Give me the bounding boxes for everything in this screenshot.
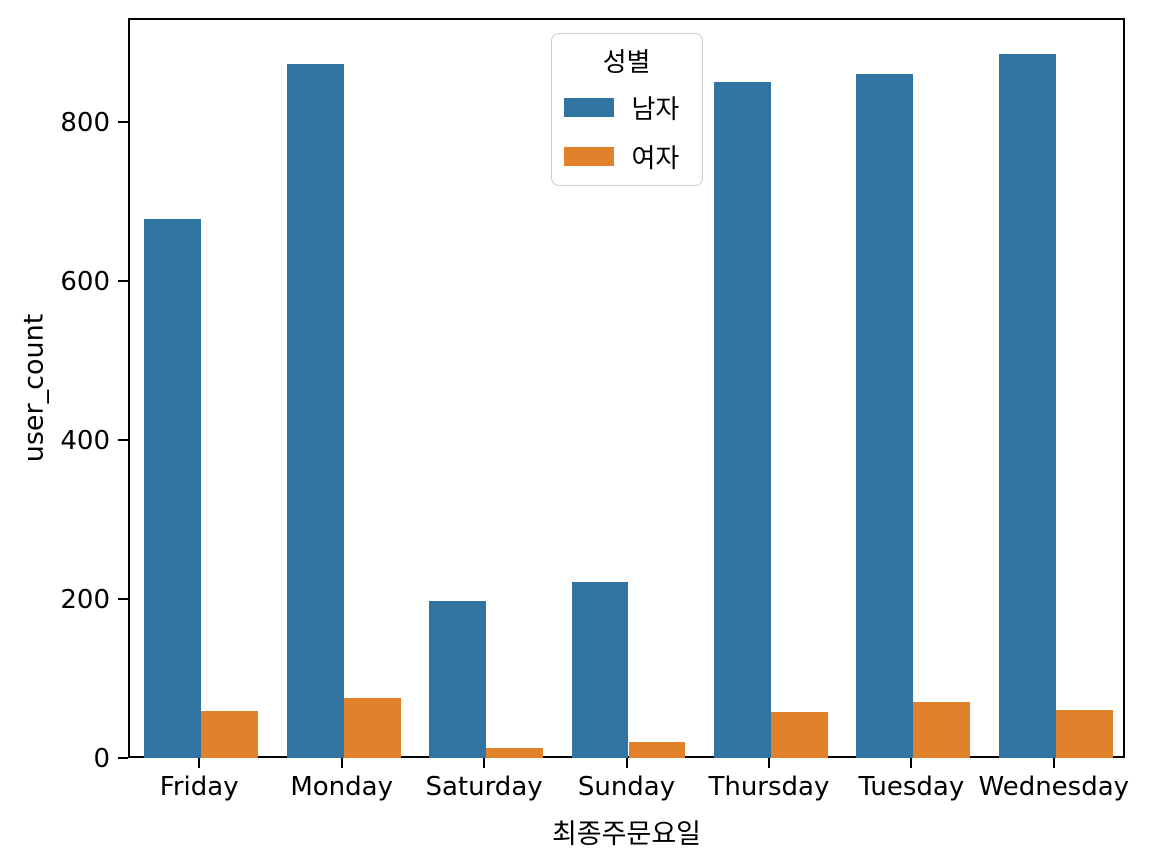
x-tick-mark: [625, 758, 628, 768]
bar-sunday-남자: [571, 581, 629, 758]
legend-title: 성별: [602, 48, 651, 78]
x-tick-mark: [340, 758, 343, 768]
bar-saturday-여자: [486, 747, 544, 758]
y-tick-mark: [118, 121, 128, 124]
x-tick-label-thursday: Thursday: [708, 772, 830, 802]
bar-monday-여자: [343, 698, 401, 758]
y-tick-label: 400: [60, 426, 110, 457]
x-axis-title: 최종주문요일: [551, 819, 702, 850]
x-tick-label-wednesday: Wednesday: [978, 772, 1130, 802]
bar-friday-남자: [144, 219, 202, 758]
x-tick-mark: [767, 758, 770, 768]
y-tick-label: 0: [93, 744, 110, 774]
bar-thursday-여자: [770, 711, 828, 758]
bar-tuesday-남자: [856, 73, 914, 758]
y-tick-label: 600: [60, 267, 110, 298]
legend-entry-남자: 남자: [563, 89, 690, 126]
bar-tuesday-여자: [913, 702, 971, 758]
bar-wednesday-여자: [1055, 709, 1113, 758]
x-tick-mark: [1052, 758, 1055, 768]
legend-swatch-icon: [563, 98, 614, 117]
bar-monday-남자: [286, 64, 344, 758]
x-tick-mark: [198, 758, 201, 768]
x-tick-label-monday: Monday: [290, 772, 393, 802]
y-tick-label: 800: [60, 108, 110, 139]
x-tick-mark: [483, 758, 486, 768]
x-tick-label-sunday: Sunday: [577, 772, 676, 802]
y-tick-mark: [118, 757, 128, 759]
x-tick-mark: [910, 758, 913, 768]
x-tick-label-friday: Friday: [159, 772, 239, 802]
bar-sunday-여자: [628, 742, 686, 758]
y-tick-mark: [118, 439, 128, 442]
y-tick-mark: [118, 280, 128, 283]
bar-thursday-남자: [713, 81, 771, 758]
y-tick-mark: [118, 598, 128, 601]
legend-label: 여자: [631, 144, 680, 174]
legend-swatch-icon: [563, 147, 614, 166]
legend-entry-여자: 여자: [563, 138, 690, 175]
bar-saturday-남자: [429, 601, 487, 758]
y-tick-label: 200: [60, 585, 110, 616]
legend-label: 남자: [631, 95, 680, 125]
x-tick-label-saturday: Saturday: [425, 772, 543, 802]
bar-wednesday-남자: [998, 53, 1056, 758]
x-tick-label-tuesday: Tuesday: [858, 772, 965, 802]
bar-friday-여자: [201, 711, 259, 758]
